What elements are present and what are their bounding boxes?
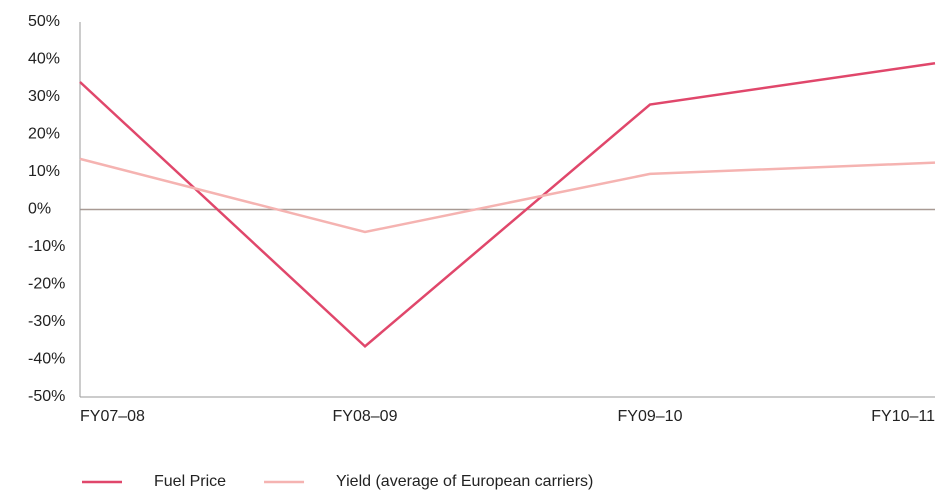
- y-tick-label: -50%: [28, 388, 65, 405]
- x-tick-label: FY08–09: [333, 408, 398, 425]
- y-tick-label: 0%: [28, 201, 51, 218]
- x-tick-label: FY07–08: [80, 408, 145, 425]
- y-tick-label: 30%: [28, 88, 60, 105]
- y-tick-label: -40%: [28, 351, 65, 368]
- x-tick-label: FY09–10: [618, 408, 683, 425]
- y-tick-label: 20%: [28, 126, 60, 143]
- x-tick-label: FY10–11: [871, 408, 935, 425]
- y-tick-label: 50%: [28, 13, 60, 30]
- y-tick-label: 40%: [28, 51, 60, 68]
- y-tick-label: -30%: [28, 313, 65, 330]
- legend-label: Yield (average of European carriers): [336, 473, 593, 490]
- line-series: [79, 157, 936, 234]
- legend-label: Fuel Price: [154, 473, 226, 490]
- y-tick-label: -10%: [28, 238, 65, 255]
- line-series: [79, 62, 936, 349]
- y-tick-label: 10%: [28, 163, 60, 180]
- y-tick-label: -20%: [28, 276, 65, 293]
